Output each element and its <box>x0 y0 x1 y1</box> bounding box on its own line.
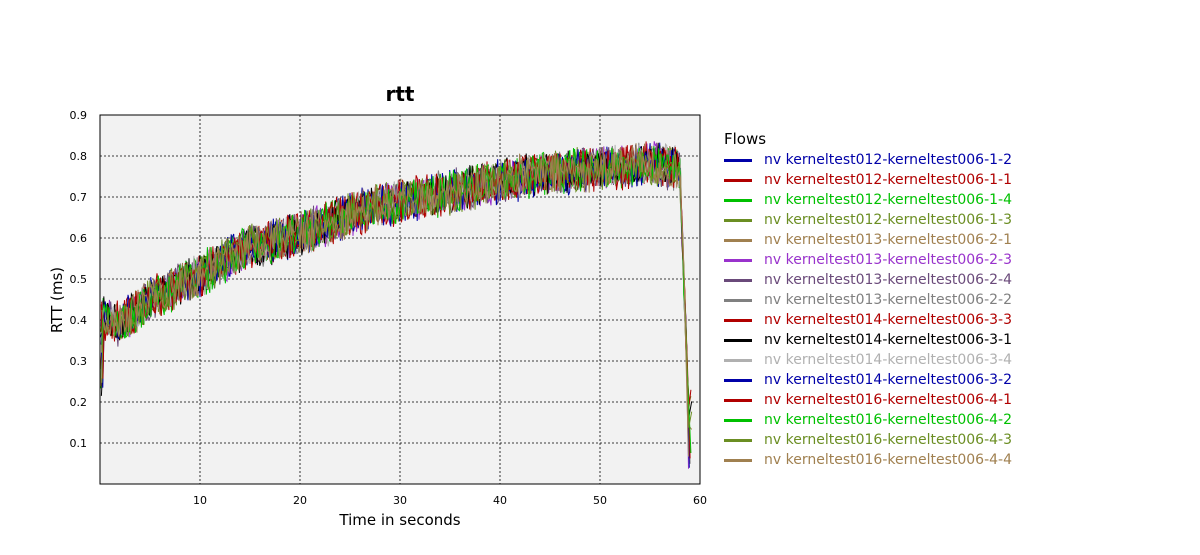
legend-swatch <box>724 338 752 342</box>
legend-swatch <box>724 278 752 282</box>
y-tick-label: 0.6 <box>70 232 88 245</box>
y-tick-label: 0.4 <box>70 314 88 327</box>
legend-label: nv kerneltest014-kerneltest006-3-4 <box>764 352 1013 368</box>
x-tick-label: 20 <box>293 494 307 507</box>
x-tick-label: 30 <box>393 494 407 507</box>
legend-swatch <box>724 298 752 302</box>
y-tick-label: 0.1 <box>70 437 88 450</box>
x-tick-label: 40 <box>493 494 507 507</box>
x-axis-label: Time in seconds <box>338 511 460 529</box>
legend-swatch <box>724 378 752 382</box>
legend: Flows nv kerneltest012-kerneltest006-1-2… <box>724 128 1012 470</box>
legend-item: nv kerneltest012-kerneltest006-1-4 <box>724 190 1012 210</box>
y-tick-label: 0.2 <box>70 396 88 409</box>
legend-item: nv kerneltest012-kerneltest006-1-3 <box>724 210 1012 230</box>
legend-label: nv kerneltest012-kerneltest006-1-4 <box>764 192 1013 208</box>
legend-items: nv kerneltest012-kerneltest006-1-2 nv ker… <box>724 150 1012 470</box>
legend-label: nv kerneltest013-kerneltest006-2-1 <box>764 232 1013 248</box>
legend-item: nv kerneltest016-kerneltest006-4-1 <box>724 390 1012 410</box>
legend-label: nv kerneltest012-kerneltest006-1-3 <box>764 212 1013 228</box>
legend-swatch <box>724 258 752 262</box>
x-tick-label: 10 <box>193 494 207 507</box>
x-tick-label: 60 <box>693 494 707 507</box>
legend-label: nv kerneltest013-kerneltest006-2-3 <box>764 252 1013 268</box>
legend-label: nv kerneltest016-kerneltest006-4-3 <box>764 432 1013 448</box>
y-tick-label: 0.3 <box>70 355 88 368</box>
legend-label: nv kerneltest016-kerneltest006-4-1 <box>764 392 1013 408</box>
legend-item: nv kerneltest012-kerneltest006-1-1 <box>724 170 1012 190</box>
legend-swatch <box>724 218 752 222</box>
legend-label: nv kerneltest013-kerneltest006-2-2 <box>764 292 1013 308</box>
y-tick-label: 0.5 <box>70 273 88 286</box>
legend-title: Flows <box>724 130 767 148</box>
legend-swatch <box>724 418 752 422</box>
legend-label: nv kerneltest014-kerneltest006-3-1 <box>764 332 1013 348</box>
y-tick-label: 0.9 <box>70 109 88 122</box>
legend-label: nv kerneltest012-kerneltest006-1-1 <box>764 172 1013 188</box>
x-tick-label: 50 <box>593 494 607 507</box>
legend-item: nv kerneltest012-kerneltest006-1-2 <box>724 150 1012 170</box>
legend-swatch <box>724 358 752 362</box>
legend-swatch <box>724 438 752 442</box>
legend-label: nv kerneltest016-kerneltest006-4-4 <box>764 452 1013 468</box>
legend-swatch <box>724 398 752 402</box>
legend-item: nv kerneltest016-kerneltest006-4-2 <box>724 410 1012 430</box>
legend-label: nv kerneltest012-kerneltest006-1-2 <box>764 152 1013 168</box>
legend-item: nv kerneltest013-kerneltest006-2-3 <box>724 250 1012 270</box>
plot-frame <box>99 114 701 485</box>
series-line <box>101 143 689 457</box>
y-tick-label: 0.7 <box>70 191 88 204</box>
y-axis-label: RTT (ms) <box>48 267 66 333</box>
legend-swatch <box>724 158 752 162</box>
y-tick-label: 0.8 <box>70 150 88 163</box>
chart-title: rtt <box>386 82 415 106</box>
legend-label: nv kerneltest013-kerneltest006-2-4 <box>764 272 1013 288</box>
legend-item: nv kerneltest014-kerneltest006-3-4 <box>724 350 1012 370</box>
legend-item: nv kerneltest014-kerneltest006-3-3 <box>724 310 1012 330</box>
legend-item: nv kerneltest014-kerneltest006-3-2 <box>724 370 1012 390</box>
legend-swatch <box>724 198 752 202</box>
legend-item: nv kerneltest013-kerneltest006-2-1 <box>724 230 1012 250</box>
legend-swatch <box>724 318 752 322</box>
legend-item: nv kerneltest016-kerneltest006-4-3 <box>724 430 1012 450</box>
legend-swatch <box>724 178 752 182</box>
legend-item: nv kerneltest013-kerneltest006-2-2 <box>724 290 1012 310</box>
legend-swatch <box>724 238 752 242</box>
legend-label: nv kerneltest014-kerneltest006-3-3 <box>764 312 1013 328</box>
legend-label: nv kerneltest014-kerneltest006-3-2 <box>764 372 1013 388</box>
legend-item: nv kerneltest016-kerneltest006-4-4 <box>724 450 1012 470</box>
legend-item: nv kerneltest013-kerneltest006-2-4 <box>724 270 1012 290</box>
legend-swatch <box>724 458 752 462</box>
legend-item: nv kerneltest014-kerneltest006-3-1 <box>724 330 1012 350</box>
legend-label: nv kerneltest016-kerneltest006-4-2 <box>764 412 1013 428</box>
